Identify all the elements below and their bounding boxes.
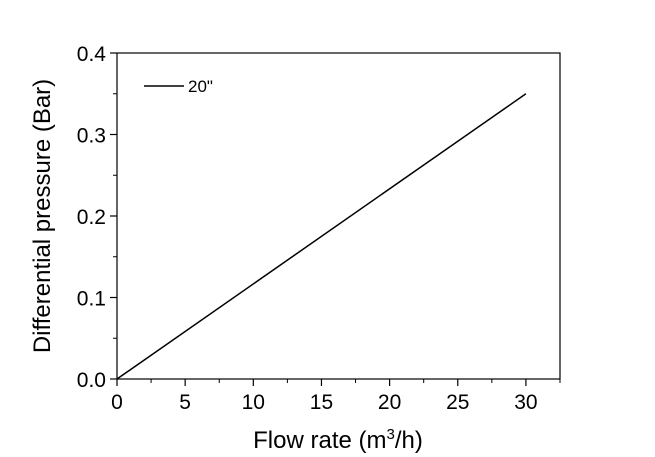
x-tick-label: 20 (378, 391, 401, 414)
legend: 20" (144, 77, 213, 96)
series-group (116, 93, 527, 380)
x-tick-label: 30 (514, 391, 537, 414)
x-tick-label: 10 (242, 391, 265, 414)
y-tick-label: 0.2 (77, 206, 106, 229)
x-axis-title-main: Flow rate (m (253, 427, 386, 454)
y-tick-label: 0.4 (77, 43, 107, 66)
x-tick-label: 15 (310, 391, 333, 414)
x-axis-ticks: 0 5 10 15 20 25 30 (111, 379, 561, 414)
y-tick-label: 0.1 (77, 288, 106, 311)
x-axis-title-tail: /h) (395, 427, 423, 454)
series-line (116, 93, 527, 380)
x-tick-label: 25 (446, 391, 469, 414)
plot-frame (116, 52, 561, 380)
x-tick-label: 0 (111, 391, 123, 414)
y-axis-title: Differential pressure (Bar) (29, 79, 56, 353)
y-axis-ticks: 0.0 0.1 0.2 0.3 0.4 (77, 43, 117, 392)
x-axis-title-superscript: 3 (387, 426, 395, 443)
x-tick-label: 5 (179, 391, 191, 414)
x-axis-title: Flow rate (m3/h) (253, 426, 423, 454)
y-tick-label: 0.3 (77, 125, 106, 148)
legend-label: 20" (188, 77, 213, 96)
y-tick-label: 0.0 (77, 369, 106, 392)
